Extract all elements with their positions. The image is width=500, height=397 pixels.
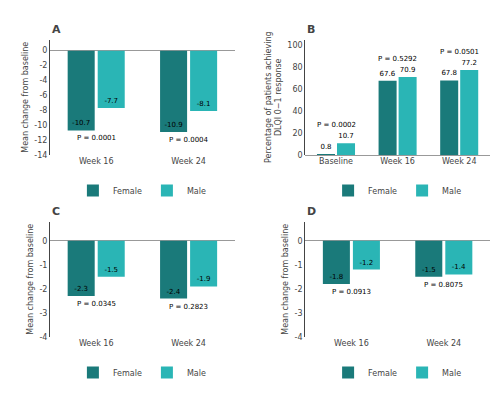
svg-text:-10.7: -10.7	[72, 119, 90, 127]
svg-text:P = 0.0002: P = 0.0002	[317, 121, 356, 129]
svg-text:-6: -6	[39, 91, 47, 100]
svg-text:P = 0.0345: P = 0.0345	[77, 300, 116, 308]
svg-text:-3: -3	[295, 309, 303, 318]
svg-text:P = 0.0004: P = 0.0004	[169, 136, 209, 144]
svg-text:-1.5: -1.5	[104, 266, 118, 274]
svg-text:-1.2: -1.2	[360, 259, 374, 267]
svg-text:Male: Male	[187, 369, 206, 378]
svg-text:Mean change from baseline: Mean change from baseline	[21, 42, 30, 153]
svg-text:0: 0	[42, 46, 47, 55]
svg-text:-2: -2	[295, 285, 303, 294]
svg-text:P = 0.2823: P = 0.2823	[169, 303, 208, 311]
svg-text:-1.9: -1.9	[197, 275, 211, 283]
svg-text:0.8: 0.8	[320, 143, 331, 151]
svg-text:-1.4: -1.4	[452, 263, 466, 271]
svg-text:-10: -10	[34, 121, 47, 130]
svg-text:Mean change from baseline: Mean change from baseline	[26, 224, 35, 335]
svg-text:70.9: 70.9	[400, 66, 416, 74]
svg-text:-1: -1	[295, 261, 303, 270]
svg-text:-1.8: -1.8	[330, 273, 344, 281]
svg-text:Female: Female	[368, 187, 397, 196]
svg-text:-10.9: -10.9	[165, 121, 183, 129]
svg-text:P = 0.8075: P = 0.8075	[424, 281, 463, 289]
svg-text:Week 24: Week 24	[171, 339, 206, 348]
svg-text:-2.3: -2.3	[74, 285, 88, 293]
svg-text:-12: -12	[34, 136, 47, 145]
svg-text:B: B	[307, 23, 315, 36]
svg-text:P = 0.0001: P = 0.0001	[77, 134, 116, 142]
svg-text:-2: -2	[39, 285, 47, 294]
svg-text:Week 24: Week 24	[171, 157, 206, 166]
svg-text:0: 0	[42, 237, 47, 246]
svg-text:67.6: 67.6	[380, 70, 396, 78]
svg-text:-8: -8	[39, 106, 47, 115]
svg-text:-2: -2	[39, 61, 47, 70]
svg-text:40: 40	[292, 107, 302, 116]
svg-text:Male: Male	[442, 369, 461, 378]
svg-text:67.8: 67.8	[441, 69, 457, 77]
svg-text:C: C	[52, 205, 60, 218]
svg-text:Percentage of patients achievi: Percentage of patients achievingDLQI 0−1…	[264, 31, 283, 163]
svg-text:-1: -1	[39, 261, 47, 270]
svg-text:10.7: 10.7	[338, 132, 354, 140]
svg-text:Week 16: Week 16	[334, 339, 369, 348]
svg-text:-3: -3	[39, 309, 47, 318]
svg-text:77.2: 77.2	[461, 59, 477, 67]
svg-text:-4: -4	[39, 333, 47, 342]
svg-text:-2.4: -2.4	[166, 288, 180, 296]
svg-text:Male: Male	[187, 187, 206, 196]
svg-text:-7.7: -7.7	[104, 97, 118, 105]
svg-text:-4: -4	[39, 76, 47, 85]
svg-text:-1.5: -1.5	[422, 266, 436, 274]
svg-text:Week 16: Week 16	[79, 339, 114, 348]
svg-text:Mean change from baseline: Mean change from baseline	[281, 224, 290, 335]
svg-text:P = 0.0501: P = 0.0501	[440, 48, 479, 56]
svg-text:Week 16: Week 16	[380, 157, 415, 166]
svg-text:D: D	[307, 205, 316, 218]
svg-text:Female: Female	[113, 369, 142, 378]
svg-text:80: 80	[292, 63, 302, 72]
svg-text:0: 0	[298, 237, 303, 246]
svg-text:P = 0.0913: P = 0.0913	[332, 288, 371, 296]
svg-text:60: 60	[292, 85, 302, 94]
svg-text:Female: Female	[113, 187, 142, 196]
svg-text:100: 100	[287, 41, 302, 50]
svg-text:Week 24: Week 24	[442, 157, 477, 166]
svg-text:A: A	[52, 23, 61, 36]
svg-text:Female: Female	[368, 369, 397, 378]
svg-text:0: 0	[298, 151, 303, 160]
svg-text:Week 24: Week 24	[426, 339, 461, 348]
svg-text:20: 20	[292, 129, 302, 138]
svg-text:-8.1: -8.1	[197, 100, 211, 108]
svg-text:-14: -14	[34, 151, 47, 160]
svg-text:Week 16: Week 16	[79, 157, 114, 166]
svg-text:Male: Male	[442, 187, 461, 196]
svg-text:P = 0.5292: P = 0.5292	[378, 55, 417, 63]
svg-text:-4: -4	[295, 333, 303, 342]
svg-text:Baseline: Baseline	[319, 157, 353, 166]
